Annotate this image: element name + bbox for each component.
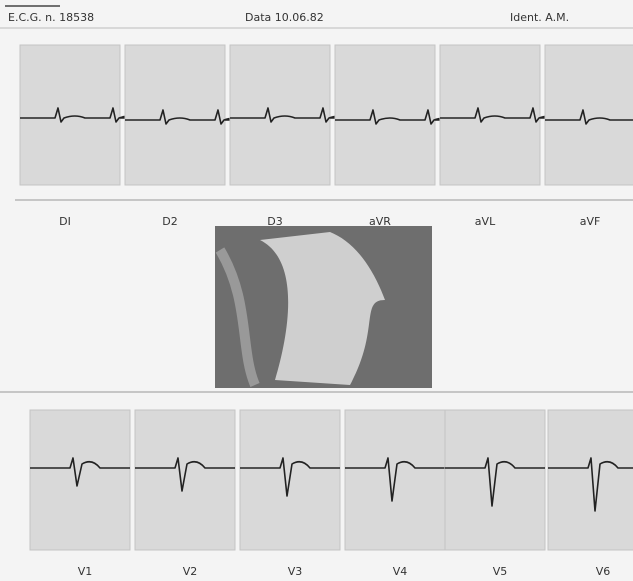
limb-leads-strip: DI D2 D3 aVR aVL aVF	[19, 44, 633, 228]
lead-label: V1	[78, 565, 93, 578]
date: Data 10.06.82	[245, 11, 324, 24]
lead-panel	[229, 44, 331, 186]
lead-label: aVR	[369, 215, 391, 228]
lead-label: DI	[59, 215, 71, 228]
ecg-trace	[240, 457, 340, 497]
lead-label: V6	[596, 565, 611, 578]
lead-label: V3	[288, 565, 303, 578]
lead-panel	[334, 44, 436, 186]
radiograph-shadow	[215, 247, 260, 387]
lead-label: D3	[267, 215, 282, 228]
lead-label: aVF	[580, 215, 601, 228]
lead-label: V4	[393, 565, 408, 578]
lead-panel	[19, 44, 121, 186]
lead-panel	[29, 409, 131, 551]
ecg-trace	[135, 457, 235, 492]
ecg-number: E.C.G. n. 18538	[8, 11, 94, 24]
ecg-trace	[345, 457, 445, 502]
lead-panel	[547, 409, 633, 551]
ident: Ident. A.M.	[510, 11, 569, 24]
lead-panel	[544, 44, 633, 186]
lead-panel	[439, 44, 541, 186]
lead-panel	[124, 44, 226, 186]
lead-label: D2	[162, 215, 177, 228]
ecg-trace	[545, 109, 633, 125]
lead-panel	[134, 409, 236, 551]
ecg-trace	[30, 457, 130, 487]
precordial-leads-strip: V1 V2 V3 V4 V5 V6	[29, 409, 633, 578]
lead-label: V5	[493, 565, 508, 578]
lead-label: V2	[183, 565, 198, 578]
lead-label: aVL	[475, 215, 496, 228]
ecg-trace	[548, 457, 633, 512]
radiograph-heart	[260, 232, 385, 385]
ecg-trace	[445, 457, 545, 507]
